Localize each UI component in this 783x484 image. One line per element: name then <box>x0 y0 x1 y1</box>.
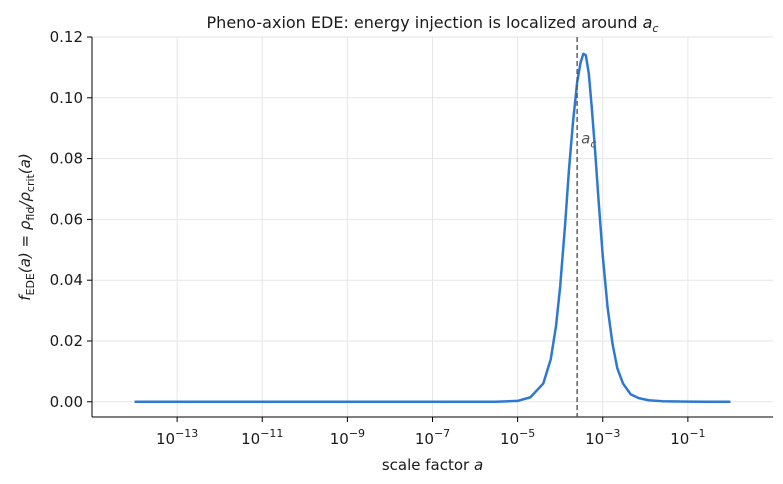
x-tick-label: 10−7 <box>415 427 450 448</box>
y-tick-label: 0.12 <box>50 28 83 46</box>
x-axis-ticks: 10−13 10−11 10−9 10−7 10−5 10−3 10−1 <box>156 417 706 448</box>
y-tick-label: 0.08 <box>50 150 83 168</box>
y-tick-label: 0.10 <box>50 89 83 107</box>
x-tick-label: 10−1 <box>670 427 705 448</box>
y-tick-label: 0.04 <box>50 271 83 289</box>
x-tick-label: 10−3 <box>585 427 620 448</box>
y-tick-label: 0.02 <box>50 332 83 350</box>
y-tick-label: 0.00 <box>50 393 83 411</box>
x-tick-label: 10−11 <box>241 427 283 448</box>
y-axis-title: fEDE​(a) = ρfld​/ρcrit​(a) <box>16 153 37 301</box>
x-tick-label: 10−9 <box>330 427 365 448</box>
x-tick-label: 10−5 <box>500 427 535 448</box>
x-axis-title: scale factor a <box>382 456 483 474</box>
y-axis-ticks: 0.00 0.02 0.04 0.06 0.08 0.10 0.12 <box>50 28 92 411</box>
a-c-marker-label: ac <box>581 129 596 150</box>
annotation-layer: ac <box>576 37 596 417</box>
chart-title: Pheno-axion EDE: energy injection is loc… <box>207 13 659 35</box>
y-tick-label: 0.06 <box>50 210 83 228</box>
series-layer <box>134 52 731 404</box>
x-tick-label: 10−13 <box>156 427 198 448</box>
series-line <box>134 52 731 404</box>
grid <box>92 36 773 417</box>
